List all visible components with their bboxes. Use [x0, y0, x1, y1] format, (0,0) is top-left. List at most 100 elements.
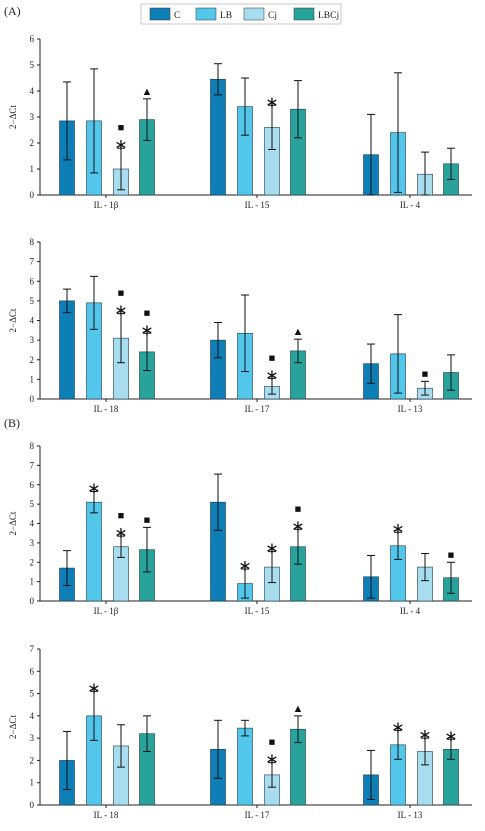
bar-c [59, 300, 75, 400]
y-tick-label: 7 [30, 257, 35, 267]
significance-star: ∗ [265, 94, 278, 111]
significance-square: ■ [118, 288, 125, 300]
x-tick-label: IL - 13 [398, 404, 423, 414]
significance-triangle: ▲ [293, 326, 304, 338]
legend: C LB Cj LBCj [140, 3, 342, 25]
y-tick-label: 0 [30, 596, 35, 606]
x-tick-label: IL - 17 [245, 810, 270, 820]
y-tick-label: 2 [30, 755, 35, 765]
significance-square: ■ [118, 510, 125, 522]
significance-star: ∗ [291, 518, 304, 535]
chart-3: 0 1 2 3 4 5 6 7 8 2−ΔCt IL - 1β IL - 15 IL - 4 ∗ ∗ ■ ■ ∗ ∗… [8, 441, 472, 616]
y-tick-label: 1 [30, 374, 35, 384]
bar-c [210, 79, 226, 196]
y-tick-label: 5 [30, 499, 35, 509]
y-tick-label: 6 [30, 276, 35, 286]
y-tick-label: 0 [30, 190, 35, 200]
significance-triangle: ▲ [142, 86, 153, 98]
significance-square: ■ [295, 503, 302, 515]
y-tick-label: 6 [30, 34, 35, 44]
y-tick-label: 8 [30, 441, 35, 451]
significance-star: ∗ [265, 541, 278, 558]
legend-swatch-cj [243, 7, 265, 21]
chart-4: 0 1 2 3 4 5 6 7 2−ΔCt IL - 18 IL - 17 IL - 13 ∗ ∗ ■ ▲ ∗ ∗… [8, 644, 472, 820]
significance-star: ∗ [114, 525, 127, 542]
y-tick-label: 0 [30, 800, 35, 810]
legend-swatch-lb [195, 7, 217, 21]
y-tick-label: 1 [30, 164, 35, 174]
significance-square: ■ [269, 737, 276, 749]
significance-star: ∗ [140, 322, 153, 339]
y-tick-label: 7 [30, 460, 35, 470]
significance-star: ∗ [418, 727, 431, 744]
significance-square: ■ [422, 368, 429, 380]
legend-label-cj: Cj [268, 11, 277, 21]
y-tick-label: 4 [30, 86, 35, 96]
y-tick-label: 2 [30, 138, 35, 148]
significance-star: ∗ [114, 137, 127, 154]
x-tick-label: IL - 18 [94, 404, 119, 414]
significance-triangle: ▲ [293, 703, 304, 715]
charts: 0 1 2 3 4 5 6 2−ΔCt IL - 1β IL - 15 IL - 4 ∗ ■ ▲ ∗ 0 1 2 3… [8, 34, 472, 820]
y-axis-label: 2−ΔCt [8, 511, 18, 535]
significance-square: ■ [118, 122, 125, 134]
legend-label-lb: LB [220, 11, 232, 21]
significance-star: ∗ [265, 752, 278, 769]
chart-1: 0 1 2 3 4 5 6 2−ΔCt IL - 1β IL - 15 IL - 4 ∗ ■ ▲ ∗ [8, 34, 472, 210]
y-tick-label: 4 [30, 711, 35, 721]
panel-label-a: (A) [4, 4, 21, 18]
significance-star: ∗ [87, 680, 100, 697]
x-tick-label: IL - 15 [245, 606, 270, 616]
panel-label-b: (B) [4, 416, 20, 430]
legend-swatch-c [149, 7, 171, 21]
x-tick-label: IL - 4 [400, 200, 421, 210]
y-tick-label: 5 [30, 60, 35, 70]
bar-lb [237, 727, 253, 806]
legend-label-lbcj: LBCj [318, 11, 339, 21]
significance-star: ∗ [391, 719, 404, 736]
significance-star: ∗ [391, 521, 404, 538]
y-tick-label: 3 [30, 733, 35, 743]
significance-star: ∗ [265, 367, 278, 384]
significance-square: ■ [144, 514, 151, 526]
significance-square: ■ [448, 549, 455, 561]
significance-square: ■ [144, 307, 151, 319]
y-tick-label: 5 [30, 296, 35, 306]
significance-star: ∗ [114, 303, 127, 320]
y-tick-label: 1 [30, 577, 35, 587]
y-axis-label: 2−ΔCt [8, 715, 18, 739]
y-tick-label: 3 [30, 335, 35, 345]
y-tick-label: 0 [30, 394, 35, 404]
y-tick-label: 2 [30, 557, 35, 567]
significance-square: ■ [269, 352, 276, 364]
y-tick-label: 4 [30, 316, 35, 326]
significance-star: ∗ [444, 728, 457, 745]
y-tick-label: 3 [30, 112, 35, 122]
x-tick-label: IL - 1β [94, 200, 119, 210]
x-tick-label: IL - 1β [94, 606, 119, 616]
legend-label-c: C [174, 11, 180, 21]
y-tick-label: 3 [30, 538, 35, 548]
x-tick-label: IL - 15 [245, 200, 270, 210]
chart-2: 0 1 2 3 4 5 6 7 8 2−ΔCt IL - 18 IL - 17 IL - 13 ∗ ■ ∗ ■ ∗… [8, 237, 472, 414]
y-axis-label: 2−ΔCt [8, 105, 18, 129]
x-tick-label: IL - 13 [398, 810, 423, 820]
legend-frame [140, 3, 342, 25]
y-tick-label: 7 [30, 644, 35, 654]
y-tick-label: 8 [30, 237, 35, 247]
significance-star: ∗ [238, 558, 251, 575]
y-tick-label: 6 [30, 666, 35, 676]
y-tick-label: 5 [30, 689, 35, 699]
x-tick-label: IL - 17 [245, 404, 270, 414]
x-tick-label: IL - 4 [400, 606, 421, 616]
y-tick-label: 1 [30, 778, 35, 788]
legend-swatch-lbcj [293, 7, 315, 21]
y-axis-label: 2−ΔCt [8, 308, 18, 332]
y-tick-label: 6 [30, 480, 35, 490]
y-tick-label: 4 [30, 519, 35, 529]
y-tick-label: 2 [30, 355, 35, 365]
significance-star: ∗ [87, 481, 100, 498]
x-tick-label: IL - 18 [94, 810, 119, 820]
